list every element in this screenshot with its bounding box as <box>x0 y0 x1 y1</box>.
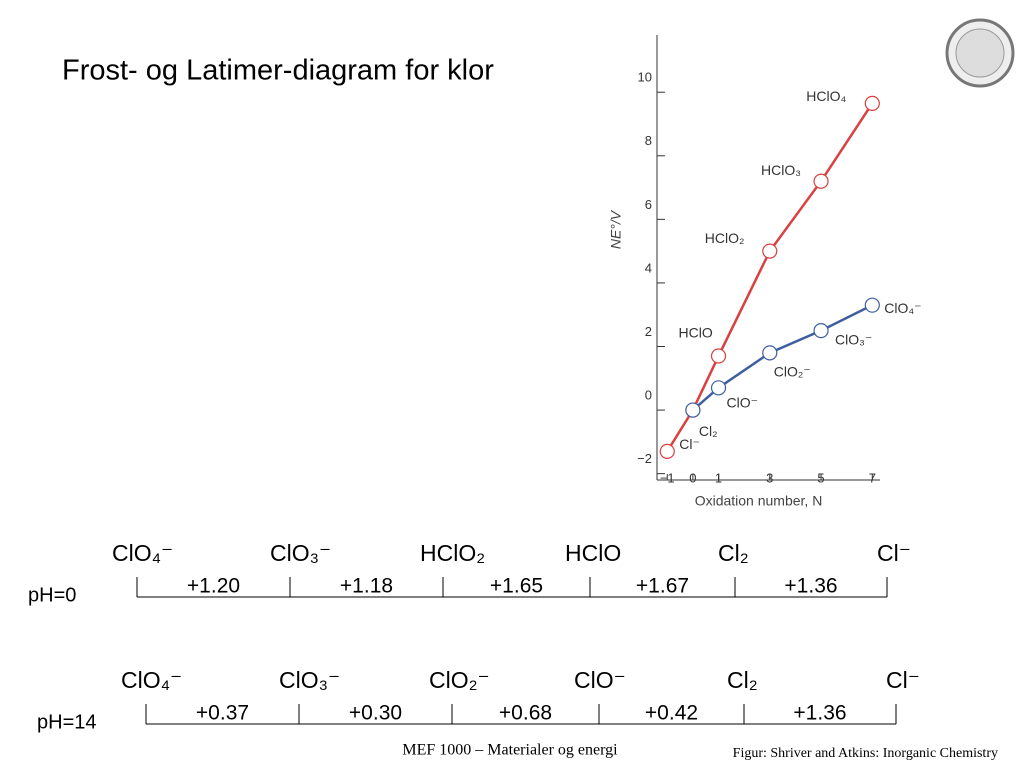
data-point <box>762 345 778 361</box>
potential: +1.20 <box>187 575 240 598</box>
species: ClO₃⁻ <box>279 667 340 693</box>
x-tick-label: 1 <box>715 470 722 485</box>
species: Cl₂ <box>727 667 758 693</box>
x-tick-label: −1 <box>660 470 675 485</box>
potential: +1.36 <box>784 575 837 598</box>
species: Cl₂ <box>718 540 749 566</box>
potential: +0.42 <box>645 702 698 725</box>
y-tick-label: −2 <box>637 451 652 466</box>
potential: +1.67 <box>636 575 689 598</box>
y-tick-label: 10 <box>638 70 652 85</box>
y-tick-label: 0 <box>645 388 652 403</box>
ph-label: pH=0 <box>28 584 76 606</box>
potential: +0.68 <box>499 702 552 725</box>
y-tick-label: 4 <box>645 260 652 275</box>
series-line <box>666 102 874 453</box>
point-label: ClO₃⁻ <box>835 331 872 347</box>
potential: +1.18 <box>340 575 393 598</box>
point-label: Cl₂ <box>699 423 718 439</box>
x-tick-label: 0 <box>689 470 696 485</box>
potential: +0.37 <box>196 702 249 725</box>
point-label: HClO <box>679 325 713 341</box>
data-point <box>710 380 727 396</box>
ph-label: pH=14 <box>37 711 97 733</box>
y-tick-label: 6 <box>645 197 652 212</box>
point-label: HClO₄ <box>806 88 846 104</box>
footer-credit: Figur: Shriver and Atkins: Inorganic Che… <box>733 746 998 761</box>
data-point <box>864 297 880 313</box>
logo <box>945 18 1015 88</box>
potential: +1.65 <box>490 575 543 598</box>
point-label: HClO₂ <box>705 230 745 246</box>
x-tick-label: 5 <box>817 470 824 485</box>
y-axis-label: NE°/V <box>608 209 624 249</box>
species: ClO₃⁻ <box>270 540 331 566</box>
data-point <box>710 348 727 364</box>
data-point <box>864 95 880 111</box>
point-label: HClO₃ <box>761 162 801 178</box>
data-point <box>685 402 701 418</box>
species: ClO₄⁻ <box>121 667 182 693</box>
data-point <box>813 323 829 339</box>
data-point <box>813 173 829 189</box>
data-point <box>659 443 675 459</box>
potential: +0.30 <box>349 702 402 725</box>
species: Cl⁻ <box>886 667 920 693</box>
x-tick-label: 3 <box>766 470 773 485</box>
point-label: ClO₂⁻ <box>774 364 811 380</box>
slide-title: Frost- og Latimer-diagram for klor <box>62 55 494 87</box>
potential: +1.36 <box>793 702 846 725</box>
footer-course: MEF 1000 – Materialer og energi <box>402 742 618 759</box>
species: HClO <box>565 540 621 566</box>
species: HClO₂ <box>420 540 485 566</box>
x-axis-label: Oxidation number, N <box>695 493 823 509</box>
y-tick-label: 8 <box>645 133 652 148</box>
point-label: Cl⁻ <box>679 436 700 452</box>
point-label: ClO₄⁻ <box>884 300 921 316</box>
point-label: ClO⁻ <box>727 395 759 411</box>
species: ClO₄⁻ <box>112 540 173 566</box>
x-tick-label: 7 <box>869 470 876 485</box>
species: ClO₂⁻ <box>429 667 490 693</box>
species: Cl⁻ <box>877 540 911 566</box>
species: ClO⁻ <box>574 667 626 693</box>
data-point <box>762 243 778 259</box>
y-tick-label: 2 <box>645 324 652 339</box>
